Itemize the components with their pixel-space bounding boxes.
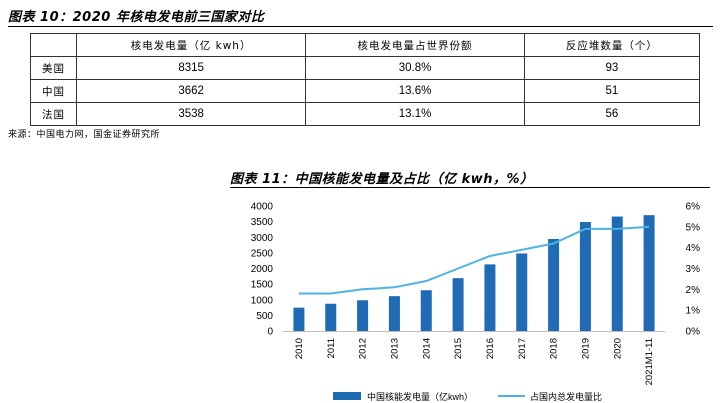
y-left-tick-label: 3500 [251, 217, 274, 228]
table-cell-share: 30.8% [305, 56, 525, 80]
table-source-note: 来源：中国电力网，国金证券研究所 [8, 130, 161, 140]
bar [579, 222, 591, 331]
chart-title: 图表 11：中国核能发电量及占比（亿 kwh，%） [230, 172, 534, 187]
table-title: 图表 10：2020 年核电发电前三国家对比 [8, 10, 265, 25]
table-cell-reactors: 51 [523, 79, 701, 103]
bar [325, 303, 337, 331]
table-cell-generation: 3662 [75, 79, 307, 103]
bar [516, 253, 528, 331]
y-left-tick-label: 3000 [251, 233, 274, 244]
table-cell-country: 美国 [30, 56, 77, 80]
chart-title-rule [230, 187, 710, 188]
table-header-generation: 核电发电量（亿 kwh） [75, 33, 307, 57]
table-row: 法国 3538 13.1% 56 [30, 102, 701, 126]
y-right-tick-label: 3% [686, 264, 701, 275]
y-right-tick-label: 5% [686, 222, 701, 233]
table-header-corner [30, 33, 77, 57]
bar [388, 296, 400, 331]
x-tick-label: 2011 [326, 338, 337, 358]
comparison-table: 核电发电量（亿 kwh） 核电发电量占世界份额 反应堆数量（个） 美国 8315… [30, 33, 701, 126]
bar [452, 278, 464, 331]
x-tick-label: 2014 [421, 338, 432, 359]
legend-bar-label: 中国核能发电量（亿kwh） [367, 391, 473, 402]
bar [420, 290, 432, 331]
bar [643, 215, 655, 331]
table-cell-reactors: 56 [523, 102, 701, 126]
y-right-tick-label: 2% [686, 285, 701, 296]
y-left-tick-label: 500 [256, 311, 273, 322]
table-cell-country: 中国 [30, 79, 77, 103]
table-cell-country: 法国 [30, 102, 77, 126]
table-header-reactors: 反应堆数量（个） [523, 33, 701, 57]
x-tick-label: 2019 [580, 338, 591, 359]
table-title-rule [8, 26, 713, 27]
y-left-tick-label: 1000 [251, 295, 274, 306]
y-right-tick-label: 6% [686, 202, 701, 213]
x-tick-label: 2010 [294, 338, 305, 359]
x-tick-label: 2020 [612, 338, 623, 359]
legend-line-label: 占国内总发电量比 [530, 391, 602, 402]
x-tick-label: 2015 [453, 338, 464, 359]
table-cell-generation: 3538 [75, 102, 307, 126]
x-tick-label: 2013 [389, 338, 400, 359]
bar [611, 216, 623, 331]
y-right-tick-label: 0% [686, 327, 701, 338]
y-left-tick-label: 1500 [251, 280, 274, 291]
y-left-tick-label: 2500 [251, 248, 274, 259]
x-tick-label: 2021M1-11 [644, 338, 655, 385]
y-right-tick-label: 4% [686, 243, 701, 254]
table-cell-reactors: 93 [523, 56, 701, 80]
bar [357, 300, 369, 331]
table-header-row: 核电发电量（亿 kwh） 核电发电量占世界份额 反应堆数量（个） [30, 33, 701, 57]
y-left-tick-label: 2000 [251, 264, 274, 275]
x-tick-label: 2018 [549, 338, 560, 359]
y-left-tick-label: 0 [267, 327, 273, 338]
x-tick-label: 2012 [358, 338, 369, 359]
bar [484, 264, 496, 331]
x-tick-label: 2016 [485, 338, 496, 359]
table-cell-share: 13.1% [305, 102, 525, 126]
y-left-tick-label: 4000 [251, 202, 274, 213]
share-line [298, 225, 650, 295]
bar [293, 307, 305, 331]
table-row: 中国 3662 13.6% 51 [30, 79, 701, 103]
y-right-tick-label: 1% [686, 306, 701, 317]
bar [548, 239, 560, 331]
table-row: 美国 8315 30.8% 93 [30, 56, 701, 80]
x-tick-label: 2017 [517, 338, 528, 359]
legend-bar-swatch [333, 392, 361, 400]
